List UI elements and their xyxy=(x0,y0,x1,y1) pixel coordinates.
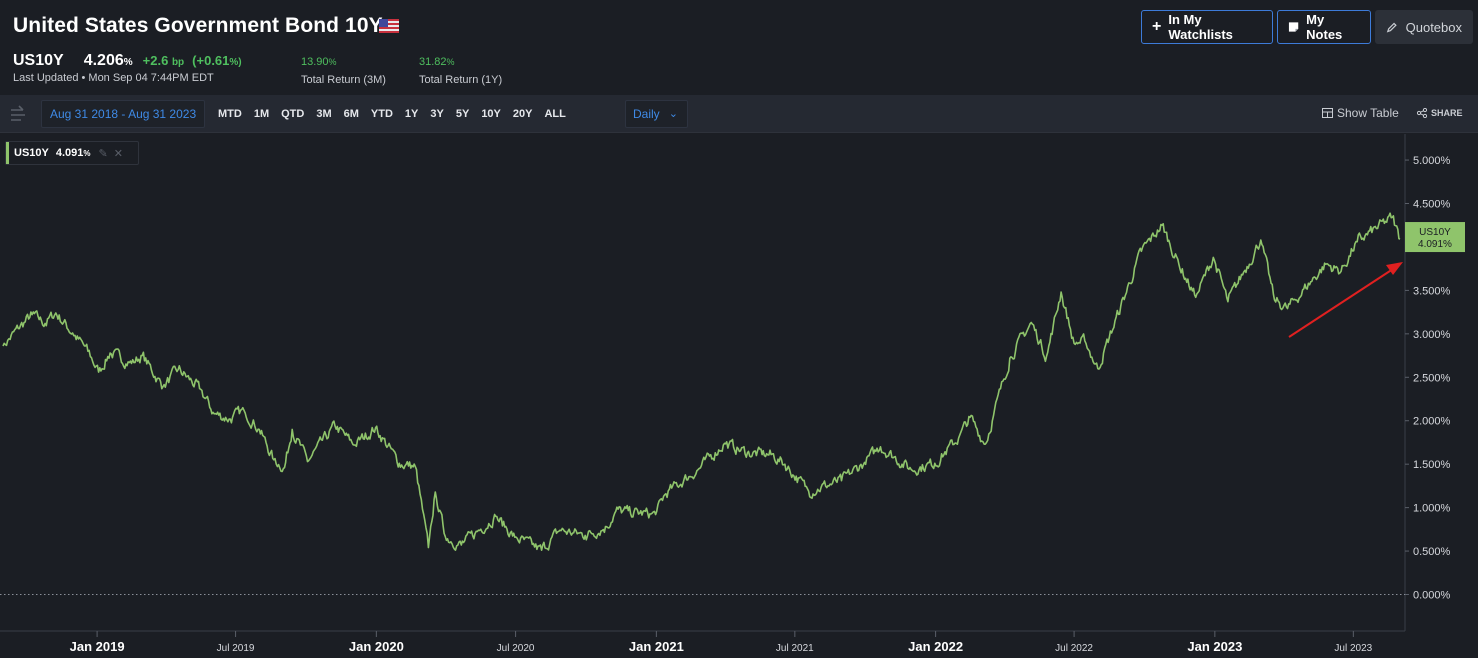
total-return-3m: 13.90% Total Return (3M) xyxy=(301,56,386,86)
last-price: 4.206% xyxy=(83,52,133,69)
period-3y[interactable]: 3Y xyxy=(430,108,444,120)
y-tick-label: 4.500% xyxy=(1413,199,1451,211)
frequency-select[interactable]: Daily ⌄ xyxy=(625,100,688,128)
us-flag-icon xyxy=(379,19,399,33)
arrow-head xyxy=(1386,262,1403,275)
last-value-box xyxy=(1405,222,1465,253)
x-tick-label: Jul 2023 xyxy=(1334,643,1372,654)
note-icon xyxy=(1288,22,1299,32)
period-ytd[interactable]: YTD xyxy=(370,108,393,120)
y-tick-label: 0.500% xyxy=(1413,546,1451,558)
x-tick-label: Jul 2019 xyxy=(217,643,255,654)
table-icon xyxy=(1322,108,1333,118)
notes-button[interactable]: My Notes xyxy=(1277,10,1371,44)
series-line-us10y xyxy=(2,212,1401,551)
y-tick-label: 0.000% xyxy=(1413,590,1451,602)
period-all[interactable]: ALL xyxy=(544,108,566,120)
share-button[interactable]: SHARE xyxy=(1417,108,1463,118)
period-3m[interactable]: 3M xyxy=(316,108,332,120)
chart-canvas[interactable]: 5.000%4.500%4.000%3.500%3.000%2.500%2.00… xyxy=(0,134,1478,658)
arrow-shaft xyxy=(1288,268,1394,338)
series-legend[interactable]: US10Y 4.091% ✎ ✕ xyxy=(5,141,139,165)
y-tick-label: 1.000% xyxy=(1413,503,1451,515)
x-tick-label: Jan 2021 xyxy=(629,639,684,654)
y-tick-label: 2.000% xyxy=(1413,416,1451,428)
legend-series-name: US10Y xyxy=(14,147,49,159)
symbol: US10Y xyxy=(13,52,64,69)
quotebox-button[interactable]: Quotebox xyxy=(1375,10,1473,44)
sort-arrows-icon[interactable] xyxy=(9,104,27,124)
chevron-down-icon: ⌄ xyxy=(668,108,678,120)
x-tick-label: Jul 2020 xyxy=(497,643,535,654)
chart-toolbar: Aug 31 2018 - Aug 31 2023 MTD 1M QTD 3M … xyxy=(0,95,1478,133)
x-tick-label: Jul 2021 xyxy=(776,643,814,654)
period-1y[interactable]: 1Y xyxy=(404,108,419,120)
watchlists-button[interactable]: + In My Watchlists xyxy=(1141,10,1273,44)
period-5y[interactable]: 5Y xyxy=(455,108,470,120)
y-tick-label: 2.500% xyxy=(1413,372,1451,384)
period-selector: MTD 1M QTD 3M 6M YTD 1Y 3Y 5Y 10Y 20Y AL… xyxy=(212,100,572,128)
price-chart: 5.000%4.500%4.000%3.500%3.000%2.500%2.00… xyxy=(0,134,1478,658)
annotation-arrow xyxy=(1288,262,1403,338)
legend-color-swatch xyxy=(6,142,9,164)
share-icon xyxy=(1417,108,1427,118)
y-tick-label: 3.000% xyxy=(1413,329,1451,341)
period-1m[interactable]: 1M xyxy=(253,108,270,120)
y-tick-label: 3.500% xyxy=(1413,285,1451,297)
legend-series-value: 4.091% xyxy=(55,147,91,159)
last-value-name: US10Y xyxy=(1419,227,1451,238)
period-qtd[interactable]: QTD xyxy=(281,108,305,120)
x-tick-label: Jan 2019 xyxy=(70,639,125,654)
period-mtd[interactable]: MTD xyxy=(218,108,242,120)
total-return-1y: 31.82% Total Return (1Y) xyxy=(419,56,503,86)
period-10y[interactable]: 10Y xyxy=(481,108,501,120)
pencil-icon xyxy=(1386,22,1397,33)
plus-icon: + xyxy=(1152,18,1162,35)
x-tick-label: Jan 2023 xyxy=(1187,639,1242,654)
x-tick-label: Jul 2022 xyxy=(1055,643,1093,654)
last-updated: Last Updated • Mon Sep 04 7:44PM EDT xyxy=(13,72,214,84)
last-value-text: 4.091% xyxy=(1418,239,1452,250)
y-tick-label: 1.500% xyxy=(1413,459,1451,471)
date-range-picker[interactable]: Aug 31 2018 - Aug 31 2023 xyxy=(41,100,206,128)
show-table-button[interactable]: Show Table xyxy=(1322,106,1399,120)
price-change: +2.6 bp xyxy=(142,53,185,68)
legend-close-icon[interactable]: ✕ xyxy=(113,147,123,160)
period-6m[interactable]: 6M xyxy=(343,108,359,120)
period-20y[interactable]: 20Y xyxy=(512,108,533,120)
y-tick-label: 5.000% xyxy=(1413,155,1451,167)
price-change-percent: (+0.61%) xyxy=(192,53,242,68)
quote-line: US10Y 4.206% +2.6 bp (+0.61%) xyxy=(13,52,242,72)
quote-header: United States Government Bond 10Y US10Y … xyxy=(0,0,1478,95)
x-tick-label: Jan 2020 xyxy=(349,639,404,654)
page-title: United States Government Bond 10Y xyxy=(13,14,383,37)
x-tick-label: Jan 2022 xyxy=(908,639,963,654)
legend-settings-icon[interactable]: ✎ xyxy=(98,147,108,160)
